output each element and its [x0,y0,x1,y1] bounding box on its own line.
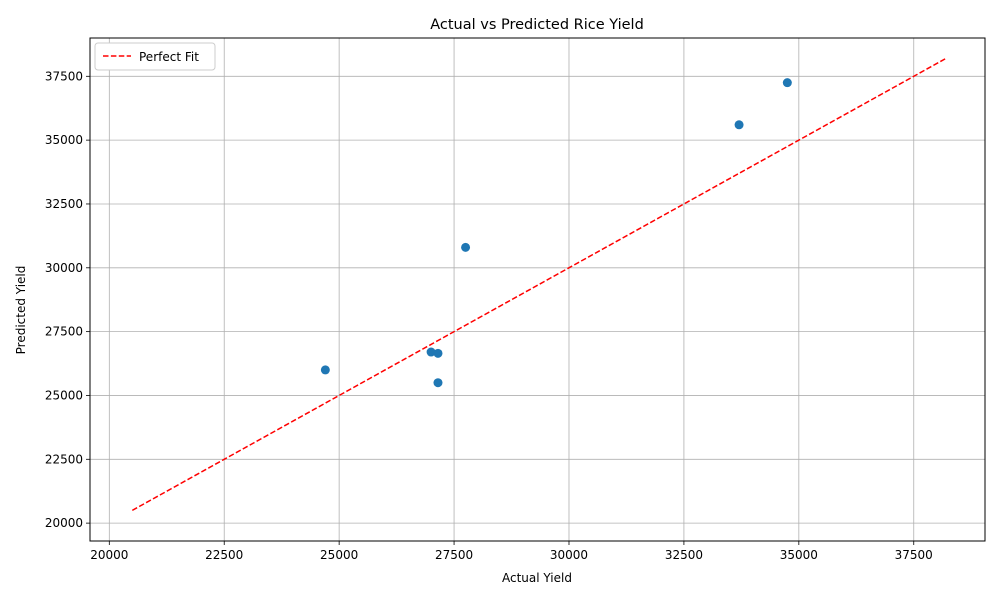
x-tick-label: 22500 [205,548,243,562]
data-point [433,348,443,358]
chart-title: Actual vs Predicted Rice Yield [430,17,644,33]
reference-line-layer [131,57,947,512]
legend-label-perfect-fit: Perfect Fit [139,50,199,64]
y-tick-label: 37500 [45,69,83,83]
grid [90,38,985,541]
x-tick-label: 35000 [780,548,818,562]
data-point [433,378,443,388]
data-point [734,120,744,130]
legend-box [94,42,216,71]
y-tick-label: 27500 [45,325,83,339]
data-point [782,78,792,88]
x-tick-label: 37500 [895,548,933,562]
x-tick-label: 27500 [435,548,473,562]
y-tick-label: 25000 [45,388,83,402]
x-tick-label: 32500 [665,548,703,562]
x-axis-label: Actual Yield [502,571,572,585]
x-tick-label: 25000 [320,548,358,562]
y-axis-label: Predicted Yield [14,266,28,355]
data-point [426,347,436,357]
data-points [320,78,792,388]
perfect-fit-line [131,57,947,512]
plot-frame [89,37,986,542]
y-tick-label: 22500 [45,452,83,466]
data-point [320,365,330,375]
x-axis-ticks: 20000 22500 25000 27500 30000 32500 35000 37500 [90,541,933,562]
legend: Perfect Fit [94,42,216,71]
y-tick-label: 30000 [45,261,83,275]
y-tick-label: 35000 [45,133,83,147]
x-tick-label: 20000 [90,548,128,562]
x-tick-label: 30000 [550,548,588,562]
y-tick-label: 32500 [45,197,83,211]
y-tick-label: 20000 [45,516,83,530]
y-axis-ticks: 20000 22500 25000 27500 30000 32500 35000 37500 [45,69,90,530]
data-point [461,242,471,252]
